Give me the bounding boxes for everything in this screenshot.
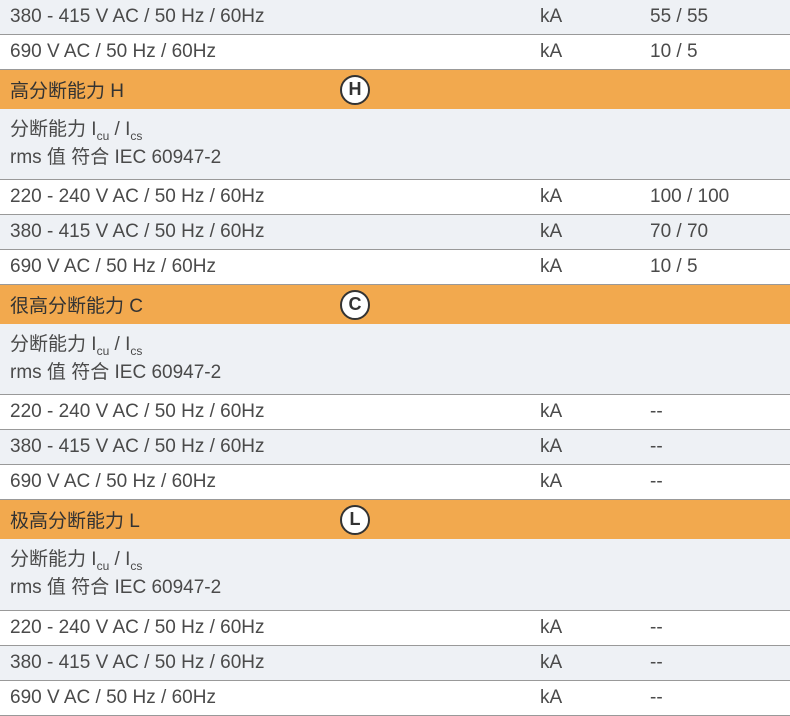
data-row: 380 - 415 V AC / 50 Hz / 60HzkA70 / 70	[0, 215, 790, 250]
data-row: 380 - 415 V AC / 50 Hz / 60HzkA55 / 55	[0, 0, 790, 35]
section-title: 很高分断能力 C	[10, 291, 340, 318]
data-row: 690 V AC / 50 Hz / 60HzkA10 / 5	[0, 35, 790, 70]
section-badge: H	[340, 75, 370, 105]
data-row: 220 - 240 V AC / 50 Hz / 60HzkA100 / 100	[0, 180, 790, 215]
row-value: 100 / 100	[650, 186, 780, 208]
row-value: --	[650, 652, 780, 674]
data-row: 220 - 240 V AC / 50 Hz / 60HzkA--	[0, 611, 790, 646]
row-unit: kA	[540, 401, 650, 423]
subheader-line1: 分断能力 Icu / Ics	[10, 547, 780, 575]
row-label: 220 - 240 V AC / 50 Hz / 60Hz	[10, 401, 540, 423]
row-label: 220 - 240 V AC / 50 Hz / 60Hz	[10, 617, 540, 639]
row-label: 690 V AC / 50 Hz / 60Hz	[10, 41, 540, 63]
row-label: 690 V AC / 50 Hz / 60Hz	[10, 471, 540, 493]
row-unit: kA	[540, 6, 650, 28]
subheader-line1: 分断能力 Icu / Ics	[10, 332, 780, 360]
section-subheader: 分断能力 Icu / Icsrms 值 符合 IEC 60947-2	[0, 324, 790, 395]
subheader-line2: rms 值 符合 IEC 60947-2	[10, 360, 780, 387]
section-title: 极高分断能力 L	[10, 506, 340, 533]
row-label: 220 - 240 V AC / 50 Hz / 60Hz	[10, 186, 540, 208]
row-label: 690 V AC / 50 Hz / 60Hz	[10, 687, 540, 709]
row-unit: kA	[540, 617, 650, 639]
row-value: --	[650, 436, 780, 458]
data-row: 690 V AC / 50 Hz / 60HzkA--	[0, 681, 790, 716]
row-unit: kA	[540, 256, 650, 278]
data-row: 690 V AC / 50 Hz / 60HzkA10 / 5	[0, 250, 790, 285]
subheader-line2: rms 值 符合 IEC 60947-2	[10, 575, 780, 602]
data-row: 380 - 415 V AC / 50 Hz / 60HzkA--	[0, 646, 790, 681]
row-unit: kA	[540, 652, 650, 674]
row-label: 380 - 415 V AC / 50 Hz / 60Hz	[10, 221, 540, 243]
section-header: 高分断能力 HH	[0, 70, 790, 109]
row-unit: kA	[540, 41, 650, 63]
row-value: 55 / 55	[650, 6, 780, 28]
section-badge: L	[340, 505, 370, 535]
row-value: 10 / 5	[650, 256, 780, 278]
subheader-line2: rms 值 符合 IEC 60947-2	[10, 145, 780, 172]
section-subheader: 分断能力 Icu / Icsrms 值 符合 IEC 60947-2	[0, 109, 790, 180]
row-unit: kA	[540, 186, 650, 208]
row-unit: kA	[540, 436, 650, 458]
row-unit: kA	[540, 471, 650, 493]
row-value: --	[650, 471, 780, 493]
row-label: 380 - 415 V AC / 50 Hz / 60Hz	[10, 652, 540, 674]
section-header: 极高分断能力 LL	[0, 500, 790, 539]
row-value: 10 / 5	[650, 41, 780, 63]
row-label: 380 - 415 V AC / 50 Hz / 60Hz	[10, 6, 540, 28]
data-row: 690 V AC / 50 Hz / 60HzkA--	[0, 465, 790, 500]
row-value: --	[650, 687, 780, 709]
section-header: 很高分断能力 CC	[0, 285, 790, 324]
data-row: 380 - 415 V AC / 50 Hz / 60HzkA--	[0, 430, 790, 465]
row-value: 70 / 70	[650, 221, 780, 243]
row-label: 380 - 415 V AC / 50 Hz / 60Hz	[10, 436, 540, 458]
row-value: --	[650, 401, 780, 423]
data-row: 220 - 240 V AC / 50 Hz / 60HzkA--	[0, 395, 790, 430]
section-subheader: 分断能力 Icu / Icsrms 值 符合 IEC 60947-2	[0, 539, 790, 610]
subheader-line1: 分断能力 Icu / Ics	[10, 117, 780, 145]
section-title: 高分断能力 H	[10, 76, 340, 103]
row-label: 690 V AC / 50 Hz / 60Hz	[10, 256, 540, 278]
row-value: --	[650, 617, 780, 639]
section-badge: C	[340, 290, 370, 320]
row-unit: kA	[540, 221, 650, 243]
spec-table: www.YuDnn.com www.YuDnn.com www.YuDnn.co…	[0, 0, 790, 716]
row-unit: kA	[540, 687, 650, 709]
